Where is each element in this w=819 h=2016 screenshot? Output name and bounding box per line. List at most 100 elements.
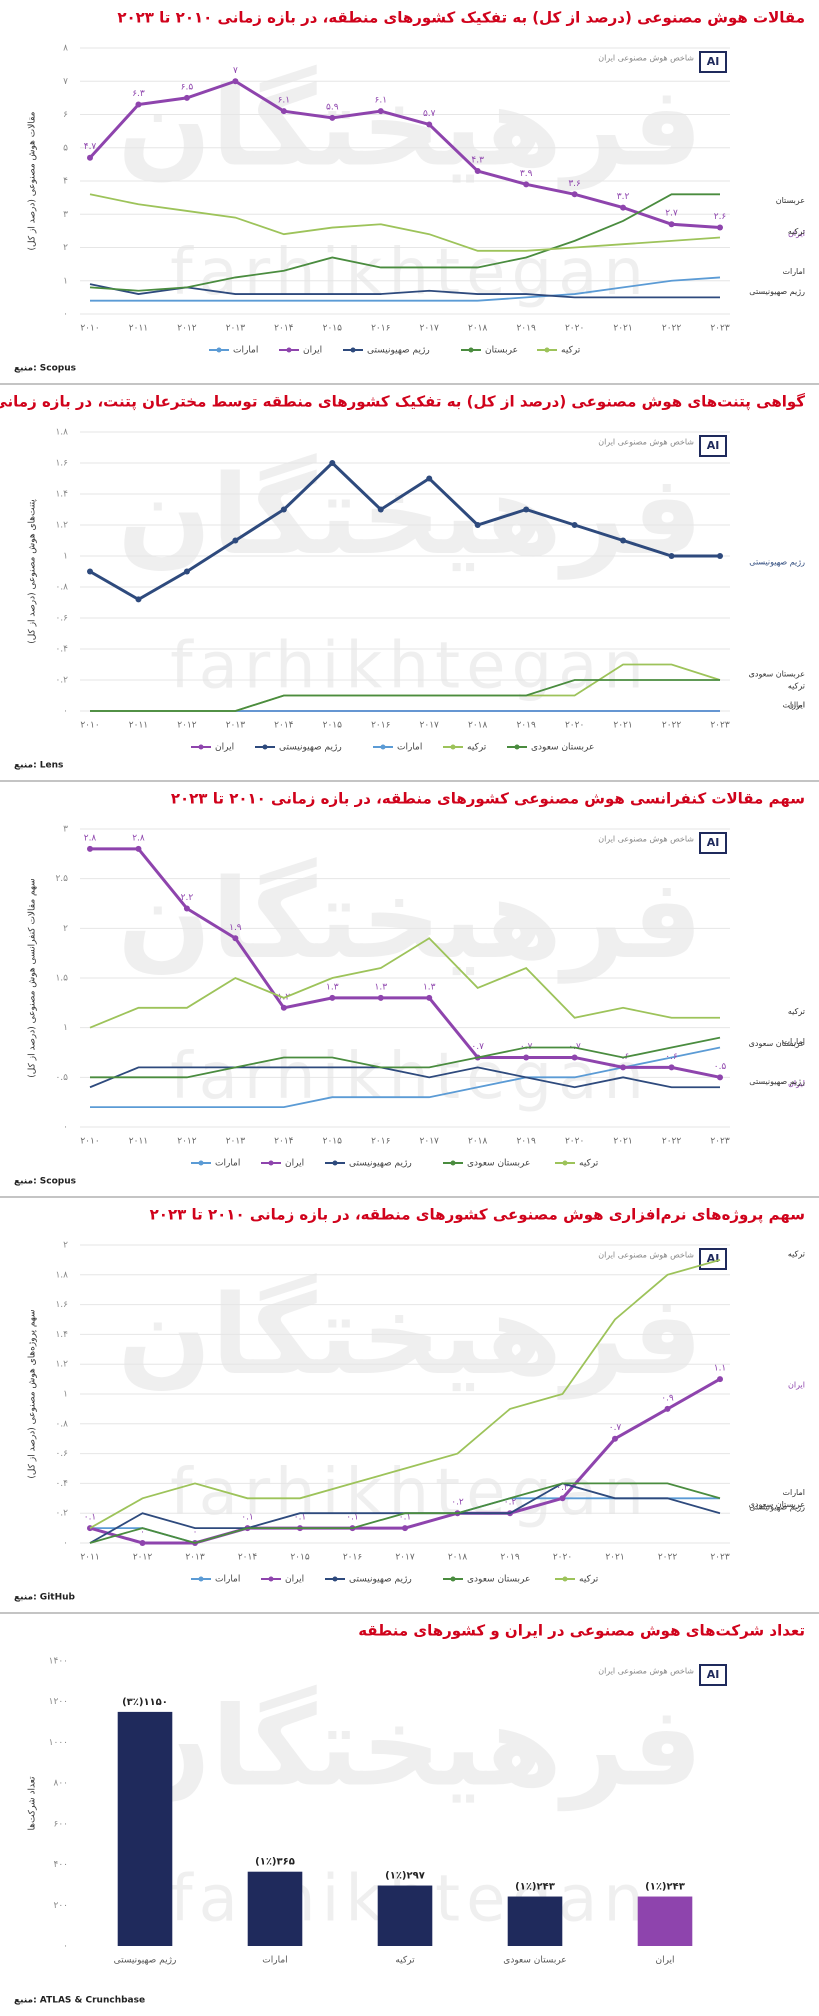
data-label: ۰.۵ xyxy=(714,1062,727,1072)
end-label: امارات xyxy=(782,1488,805,1497)
x-tick-label: ۲۰۲۰ xyxy=(565,324,584,334)
logo-badge xyxy=(699,1664,727,1686)
data-label: ۶.۳ xyxy=(132,89,145,99)
point xyxy=(329,994,336,1001)
data-label: ۵.۷ xyxy=(423,109,436,119)
y-tick-label: ۷ xyxy=(63,77,68,87)
y-tick-label: ۳ xyxy=(63,210,68,220)
point xyxy=(474,168,481,175)
data-label: ۰.۱ xyxy=(346,1513,359,1523)
data-label: (۳٪)۱۱۵۰ xyxy=(122,1697,168,1708)
point xyxy=(377,994,384,1001)
legend-marker xyxy=(544,347,550,353)
x-tick-label: ۲۰۱۹ xyxy=(516,721,536,731)
x-tick-label: ۲۰۱۰ xyxy=(80,1137,99,1147)
x-tick-label: ۲۰۱۲ xyxy=(177,1137,197,1147)
data-label: (۱٪)۲۴۳ xyxy=(645,1882,685,1893)
y-tick-label: ۰.۴ xyxy=(55,645,68,655)
legend-label: ترکیه xyxy=(467,743,487,753)
logo-badge xyxy=(699,832,727,854)
y-tick-label: ۱.۲ xyxy=(55,521,68,531)
point xyxy=(474,522,481,528)
data-label: ۰.۳ xyxy=(556,1483,569,1493)
point xyxy=(280,506,287,513)
x-tick-label: امارات xyxy=(262,1956,287,1966)
x-tick-label: ۲۰۱۳ xyxy=(226,1137,246,1147)
logo-text: شاخص هوش مصنوعی ایران xyxy=(598,54,694,63)
watermark: فرهیختگان xyxy=(118,855,703,984)
point xyxy=(559,1495,566,1502)
y-tick-label: ۰ xyxy=(63,1539,68,1549)
series-line xyxy=(89,937,720,1029)
end-label: ترکیه xyxy=(788,682,805,691)
x-tick-label: ۲۰۲۳ xyxy=(710,1137,730,1147)
x-tick-label: عربستان سعودی xyxy=(503,1956,566,1966)
legend-marker xyxy=(380,744,386,750)
logo-text: شاخص هوش مصنوعی ایران xyxy=(598,1667,694,1676)
legend-label: ترکیه xyxy=(579,1159,599,1169)
point xyxy=(571,522,578,528)
point xyxy=(620,1064,627,1071)
x-tick-label: ۲۰۲۱ xyxy=(613,721,632,731)
point xyxy=(668,1064,675,1071)
x-tick-label: ۲۰۲۰ xyxy=(565,1137,584,1147)
x-tick-label: ۲۰۲۰ xyxy=(565,721,584,731)
x-tick-label: ۲۰۱۵ xyxy=(323,1137,343,1147)
legend-marker xyxy=(562,1576,568,1582)
x-tick-label: ۲۰۱۴ xyxy=(274,721,294,731)
x-tick-label: ۲۰۱۵ xyxy=(290,1553,310,1563)
x-tick-label: ۲۰۱۶ xyxy=(343,1553,363,1563)
point xyxy=(377,506,384,513)
series-line xyxy=(89,460,720,602)
y-tick-label: ۱.۸ xyxy=(55,428,68,438)
x-tick-label: ۲۰۱۲ xyxy=(177,324,197,334)
legend-label: امارات xyxy=(215,1575,240,1585)
logo-badge-text: AI xyxy=(707,439,720,452)
point xyxy=(280,1004,287,1011)
watermark: فرهیختگان xyxy=(118,63,703,192)
bar xyxy=(247,1871,303,1946)
y-tick-label: ۱ xyxy=(63,552,68,562)
point xyxy=(523,1054,530,1061)
data-label: (۱٪)۳۶۵ xyxy=(255,1857,295,1868)
x-tick-label: ۲۰۱۶ xyxy=(371,324,391,334)
y-tick-label: ۱.۵ xyxy=(55,974,68,984)
data-label: ۵.۹ xyxy=(326,102,339,112)
legend-marker xyxy=(450,1576,456,1582)
y-tick-label: ۴۰۰ xyxy=(53,1860,68,1870)
point xyxy=(183,905,190,912)
end-label: عربستان سعودی xyxy=(749,1039,805,1048)
x-tick-label: ایران xyxy=(655,1956,674,1966)
source: منبع: GitHub xyxy=(14,1593,76,1603)
point xyxy=(135,845,142,852)
data-label: ۰.۶ xyxy=(665,1052,678,1062)
point xyxy=(139,1540,146,1546)
data-label: ۳.۶ xyxy=(568,179,581,189)
end-label: امارات xyxy=(782,267,805,276)
data-label: ۲.۶ xyxy=(714,212,727,222)
chart-title: سهم مقالات کنفرانسی هوش مصنوعی کشورهای م… xyxy=(171,790,805,808)
x-tick-label: ۲۰۲۳ xyxy=(710,721,730,731)
point xyxy=(329,114,336,121)
legend-label: امارات xyxy=(397,743,422,753)
data-label: ۰.۱ xyxy=(399,1513,412,1523)
x-tick-label: ۲۰۱۱ xyxy=(129,324,148,334)
y-tick-label: ۳ xyxy=(63,825,68,835)
y-tick-label: ۲ xyxy=(63,243,68,253)
legend-label: ایران xyxy=(285,1159,304,1169)
x-tick-label: ۲۰۲۲ xyxy=(662,324,682,334)
legend-marker xyxy=(268,1160,274,1166)
legend-label: ترکیه xyxy=(579,1575,599,1585)
end-label: رژیم صهیونیستی xyxy=(749,558,805,567)
point xyxy=(717,224,723,231)
x-tick-label: ۲۰۱۲ xyxy=(133,1553,153,1563)
point xyxy=(664,1405,671,1412)
legend-label: عربستان سعودی xyxy=(531,743,594,753)
x-tick-label: ۲۰۱۹ xyxy=(500,1553,520,1563)
end-label: ایران xyxy=(788,1381,805,1390)
legend-marker xyxy=(286,347,292,353)
y-tick-label: ۲ xyxy=(63,924,68,934)
end-label: عربستان xyxy=(776,196,805,205)
data-label: ۴.۳ xyxy=(471,156,484,166)
x-tick-label: ۲۰۱۹ xyxy=(516,324,536,334)
